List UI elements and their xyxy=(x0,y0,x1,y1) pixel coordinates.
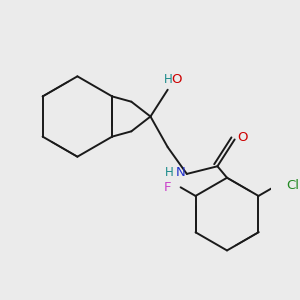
Text: O: O xyxy=(171,73,181,86)
Text: H: H xyxy=(164,73,173,86)
Text: Cl: Cl xyxy=(286,179,299,192)
Text: O: O xyxy=(237,131,247,144)
Text: H: H xyxy=(165,166,173,178)
Text: F: F xyxy=(164,181,171,194)
Text: N: N xyxy=(176,166,186,178)
